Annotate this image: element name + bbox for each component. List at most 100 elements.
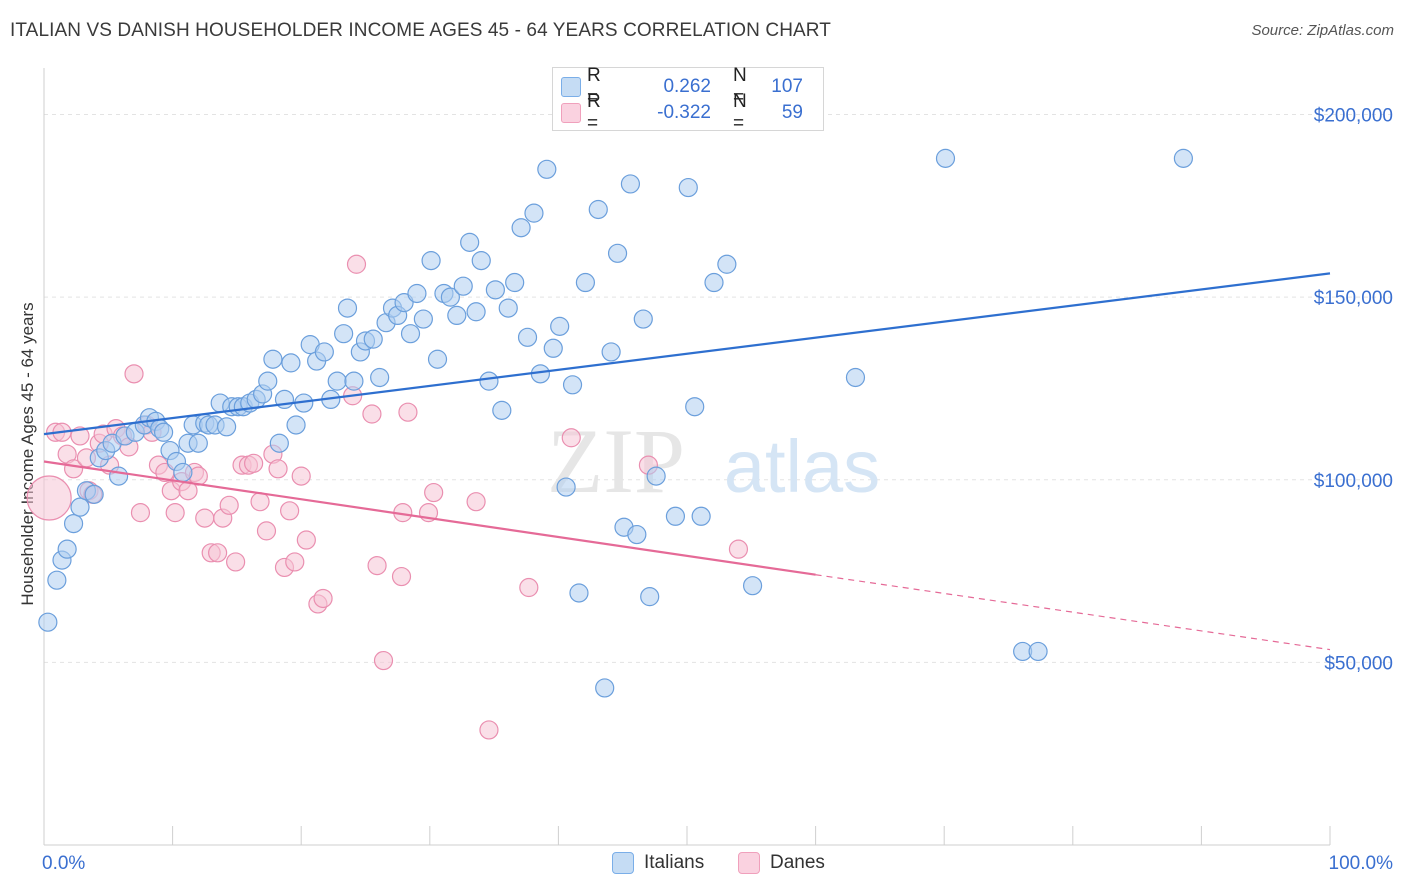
- y-tick-label: $50,000: [1324, 653, 1393, 674]
- y-tick-label: $150,000: [1314, 288, 1393, 309]
- italians-point: [471, 251, 491, 271]
- italians-point: [217, 417, 237, 437]
- r-value: 0.262: [663, 76, 711, 97]
- italians-point: [440, 287, 460, 307]
- danes-point: [479, 720, 499, 740]
- italians-point: [47, 570, 67, 590]
- italians-points: [38, 148, 1193, 698]
- y-tick-label: $200,000: [1314, 106, 1393, 127]
- italians-point: [704, 272, 724, 293]
- italians-point: [38, 612, 58, 632]
- danes-point: [519, 577, 539, 598]
- italians-point: [1028, 641, 1048, 662]
- italians-point: [646, 466, 666, 486]
- italians-point: [607, 243, 628, 263]
- n-label: N =: [733, 65, 747, 108]
- italians-point: [363, 329, 383, 349]
- x-tick-label-right: 100.0%: [1329, 853, 1394, 874]
- danes-point: [391, 566, 412, 587]
- italians-point: [413, 309, 433, 329]
- watermark-atlas: atlas: [724, 425, 880, 508]
- italians-point: [550, 316, 570, 336]
- italians-legend-label: Italians: [644, 852, 705, 873]
- chart-title: ITALIAN VS DANISH HOUSEHOLDER INCOME AGE…: [10, 20, 831, 41]
- italians-point: [84, 484, 104, 504]
- italians-point: [543, 338, 563, 358]
- danes-point: [226, 552, 246, 572]
- italians-point: [466, 302, 486, 322]
- italians-point: [400, 324, 421, 344]
- correlation-legend: R = 0.262 N = 107 R = -0.322 N = 59: [552, 65, 824, 134]
- italians-point: [63, 513, 84, 534]
- danes-point: [466, 492, 486, 512]
- trend-lines: [43, 272, 1331, 651]
- source-credit: Source: ZipAtlas.com: [1251, 22, 1394, 39]
- danes-point: [130, 503, 151, 523]
- italians-point: [173, 462, 193, 483]
- italians-point: [479, 371, 499, 391]
- danes-swatch: [561, 103, 581, 123]
- italians-point: [517, 327, 538, 347]
- danes-point: [244, 453, 264, 473]
- italians-point: [717, 254, 737, 274]
- italians-point: [640, 587, 660, 607]
- italians-point: [524, 203, 544, 223]
- italians-point: [678, 177, 698, 198]
- n-value: 107: [771, 76, 803, 97]
- italians-point: [627, 524, 647, 545]
- italians-point: [281, 353, 301, 373]
- danes-trend-line: [43, 460, 816, 576]
- x-tick-label-left: 0.0%: [42, 853, 85, 874]
- italians-point: [286, 415, 306, 435]
- danes-point: [268, 459, 288, 479]
- danes-point: [296, 530, 316, 550]
- r-label: R =: [587, 65, 601, 108]
- danes-point: [26, 475, 72, 521]
- italians-point: [334, 324, 354, 344]
- italians-point: [460, 232, 480, 252]
- italians-point: [453, 276, 473, 296]
- italians-point: [153, 422, 174, 442]
- danes-point: [561, 428, 581, 448]
- italians-point: [258, 371, 278, 391]
- italians-legend-swatch: [612, 852, 634, 874]
- italians-point: [601, 342, 621, 362]
- r-label: R =: [587, 91, 601, 134]
- italians-point: [575, 272, 596, 293]
- danes-point: [373, 650, 394, 671]
- danes-point: [346, 254, 367, 274]
- italians-point: [845, 367, 866, 388]
- danes-point: [362, 404, 382, 424]
- italians-swatch: [561, 77, 581, 97]
- italians-point: [685, 397, 705, 417]
- n-label: N =: [733, 91, 747, 134]
- italians-point: [556, 477, 576, 497]
- italians-point: [665, 506, 686, 526]
- r-value: -0.322: [657, 102, 711, 123]
- danes-trend-extension: [815, 574, 1331, 651]
- n-value: 59: [781, 102, 803, 123]
- italians-point: [595, 678, 615, 698]
- italians-point: [935, 148, 956, 168]
- axes: [43, 68, 1331, 846]
- italians-point: [427, 349, 448, 369]
- danes-point: [285, 552, 305, 572]
- legend-item-italians: Italians: [612, 852, 704, 874]
- italians-point: [498, 298, 518, 318]
- italians-point: [447, 305, 467, 326]
- danes-point: [250, 492, 270, 512]
- danes-point: [256, 521, 277, 541]
- danes-point: [124, 364, 144, 384]
- italians-point: [1173, 148, 1193, 168]
- italians-point: [562, 375, 583, 395]
- italians-point: [588, 199, 608, 220]
- y-tick-label: $100,000: [1314, 471, 1393, 492]
- danes-point: [208, 543, 228, 563]
- italians-point: [407, 283, 427, 304]
- danes-point: [424, 482, 444, 503]
- danes-legend-swatch: [738, 852, 760, 874]
- grid-lines: [44, 114, 1395, 663]
- italians-point: [370, 367, 390, 388]
- italians-point: [537, 159, 557, 179]
